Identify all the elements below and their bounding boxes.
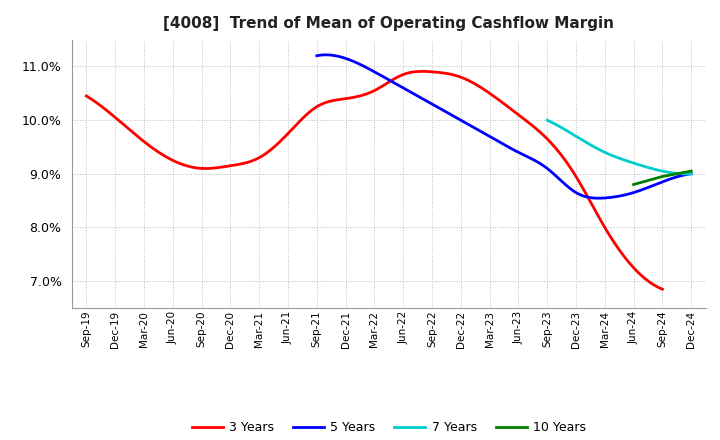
Title: [4008]  Trend of Mean of Operating Cashflow Margin: [4008] Trend of Mean of Operating Cashfl… bbox=[163, 16, 614, 32]
Legend: 3 Years, 5 Years, 7 Years, 10 Years: 3 Years, 5 Years, 7 Years, 10 Years bbox=[186, 416, 591, 439]
